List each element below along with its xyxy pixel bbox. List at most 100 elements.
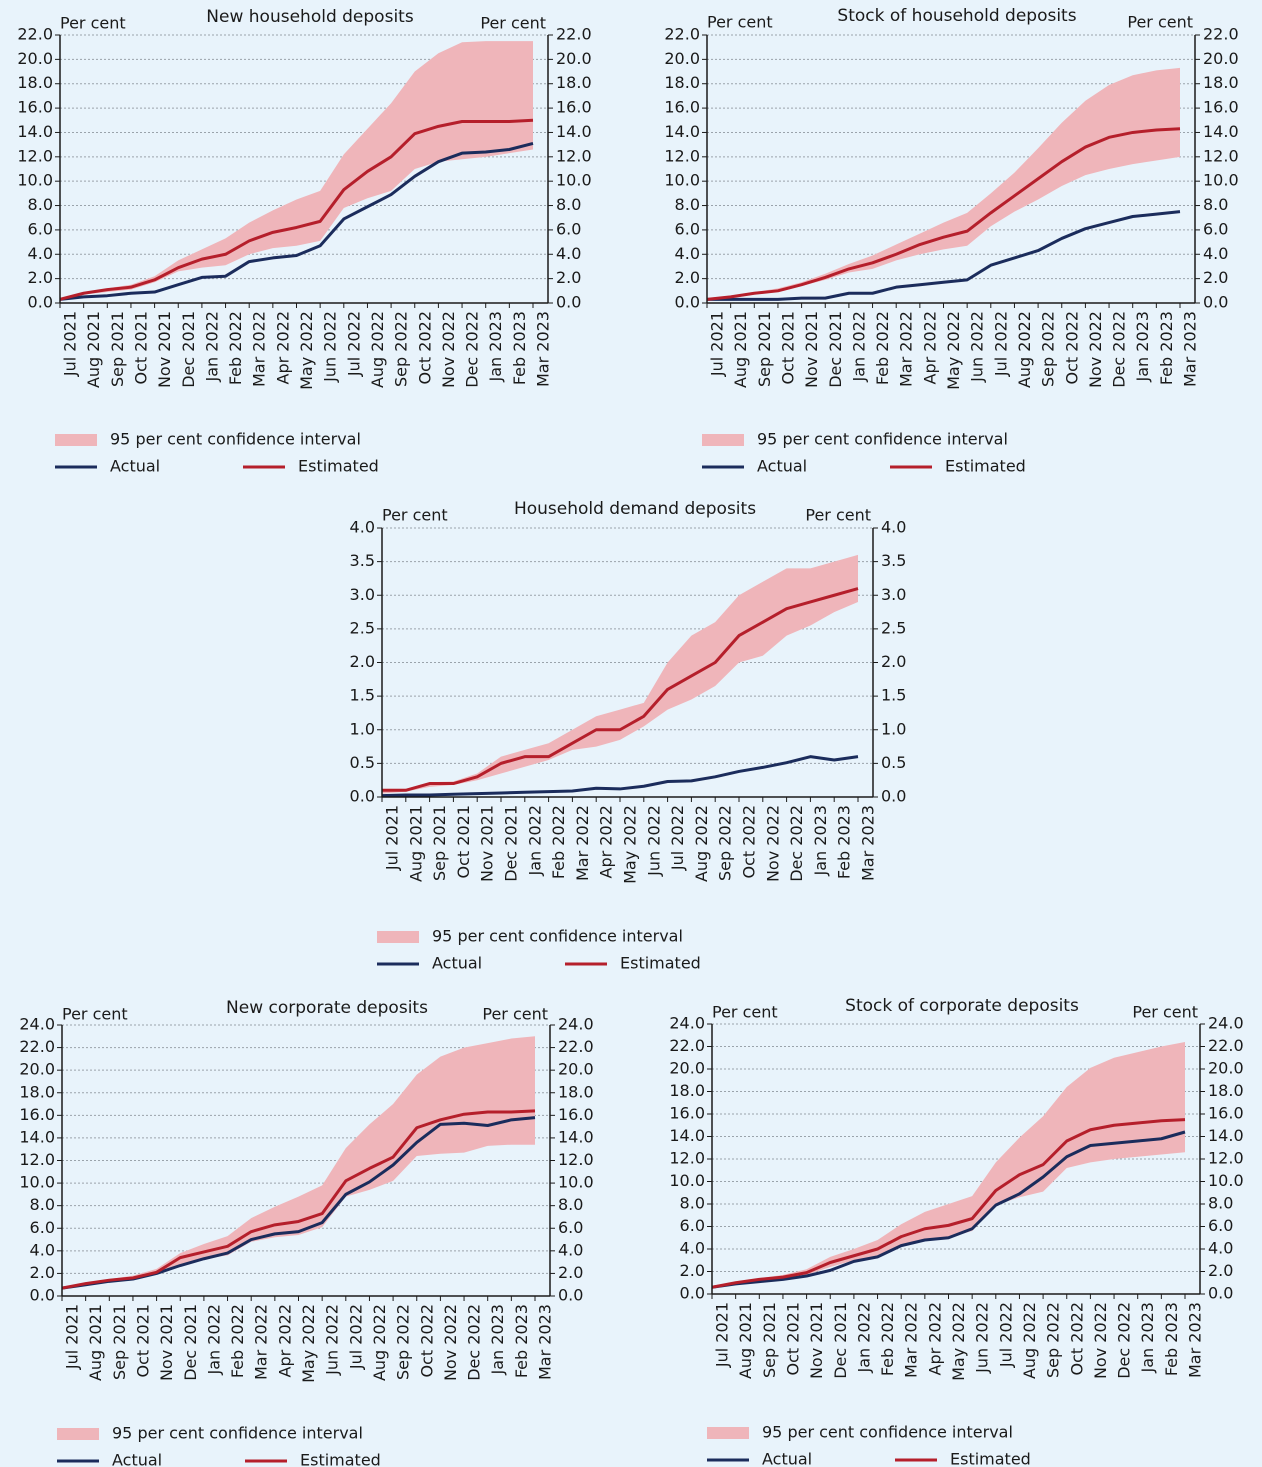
- y2-tick-label: 2.0: [1208, 1261, 1233, 1280]
- x-tick-label: Mar 2023: [859, 805, 878, 881]
- x-tick-label: Feb 2023: [835, 805, 854, 879]
- x-tick-label: Sep 2022: [394, 1304, 413, 1380]
- x-tick-label: Feb 2023: [1162, 1302, 1181, 1376]
- y2-tick-label: 18.0: [1208, 1081, 1244, 1100]
- x-tick-label: Apr 2022: [925, 1302, 944, 1375]
- y-tick-label: 18.0: [17, 73, 53, 92]
- x-tick-label: Dec 2021: [826, 311, 845, 388]
- y-tick-label: 14.0: [664, 122, 700, 141]
- y-tick-label: 14.0: [669, 1126, 705, 1145]
- y2-tick-label: 18.0: [556, 73, 592, 92]
- y-tick-label: 2.5: [350, 618, 375, 637]
- y-tick-label: 22.0: [669, 1036, 705, 1055]
- y-tick-label: 10.0: [17, 171, 53, 190]
- x-tick-label: Jul 2022: [668, 805, 687, 871]
- y-tick-label: 4.0: [680, 1239, 705, 1258]
- y-tick-label: 8.0: [30, 1195, 55, 1214]
- y2-tick-label: 20.0: [1208, 1059, 1244, 1078]
- y2-tick-label: 12.0: [1203, 146, 1239, 165]
- chart-title: New household deposits: [206, 7, 414, 27]
- y2-tick-label: 12.0: [558, 1150, 594, 1169]
- y2-tick-label: 6.0: [558, 1218, 583, 1237]
- confidence-band: [707, 67, 1180, 301]
- y2-tick-label: 1.5: [881, 686, 906, 705]
- y-tick-label: 18.0: [664, 73, 700, 92]
- y2-tick-label: 14.0: [558, 1127, 594, 1146]
- y2-tick-label: 0.0: [881, 787, 906, 806]
- x-tick-label: Mar 2023: [536, 1304, 555, 1380]
- legend-swatch: [707, 1427, 749, 1439]
- y2-tick-label: 0.0: [1208, 1284, 1233, 1303]
- y2-tick-label: 2.0: [556, 268, 581, 287]
- chart-title: Stock of corporate deposits: [845, 996, 1079, 1016]
- x-tick-label: May 2022: [297, 311, 316, 390]
- y2-tick-label: 16.0: [1203, 98, 1239, 117]
- x-tick-label: Aug 2022: [1015, 311, 1034, 388]
- x-tick-label: Sep 2021: [760, 1302, 779, 1378]
- y2-tick-label: 16.0: [556, 98, 592, 117]
- y-tick-label: 8.0: [680, 1194, 705, 1213]
- x-tick-label: Jul 2021: [383, 805, 402, 871]
- legend-label: Estimated: [950, 1450, 1031, 1467]
- y2-tick-label: 10.0: [1208, 1171, 1244, 1190]
- y2-axis-label: Per cent: [1132, 1003, 1198, 1022]
- x-tick-label: Nov 2022: [763, 805, 782, 882]
- y-axis-label: Per cent: [60, 14, 126, 33]
- y-tick-label: 0.0: [350, 787, 375, 806]
- x-tick-label: Jan 2023: [811, 805, 830, 876]
- y2-tick-label: 22.0: [1208, 1036, 1244, 1055]
- y2-tick-label: 6.0: [556, 219, 581, 238]
- y-tick-label: 18.0: [669, 1081, 705, 1100]
- x-tick-label: Feb 2022: [549, 805, 568, 879]
- y2-tick-label: 0.0: [556, 293, 581, 312]
- y-tick-label: 16.0: [664, 98, 700, 117]
- x-tick-label: Jun 2022: [321, 311, 340, 383]
- x-tick-label: Mar 2022: [250, 311, 269, 387]
- x-tick-label: Apr 2022: [920, 311, 939, 384]
- legend-label: 95 per cent confidence interval: [757, 430, 1008, 449]
- x-tick-label: Oct 2022: [415, 311, 434, 384]
- x-tick-label: Feb 2023: [512, 1304, 531, 1378]
- x-tick-label: Sep 2021: [755, 311, 774, 387]
- chart: 0.0 0.0 2.0 2.0 4.0 4.0 6.0 6.0 8.0 8.0 10.0 10.0 12…: [664, 6, 1238, 476]
- x-tick-label: Sep 2021: [430, 805, 449, 881]
- x-tick-label: Nov 2022: [1086, 311, 1105, 388]
- y-tick-label: 14.0: [17, 122, 53, 141]
- x-tick-label: Nov 2022: [439, 311, 458, 388]
- x-tick-label: Nov 2021: [478, 805, 497, 882]
- x-tick-label: Aug 2022: [1020, 1302, 1039, 1379]
- y-tick-label: 20.0: [664, 49, 700, 68]
- y2-tick-label: 2.5: [881, 618, 906, 637]
- y-tick-label: 22.0: [19, 1037, 55, 1056]
- y2-tick-label: 8.0: [558, 1195, 583, 1214]
- x-tick-label: Jan 2022: [849, 311, 868, 382]
- x-tick-label: Aug 2021: [406, 805, 425, 882]
- x-tick-label: Jan 2022: [854, 1302, 873, 1373]
- x-tick-label: Nov 2021: [157, 1304, 176, 1381]
- y-tick-label: 2.0: [680, 1261, 705, 1280]
- x-tick-label: Oct 2021: [778, 311, 797, 384]
- y-tick-label: 2.0: [28, 268, 53, 287]
- y2-tick-label: 4.0: [881, 518, 906, 537]
- y2-tick-label: 22.0: [1203, 25, 1239, 44]
- y2-tick-label: 8.0: [1203, 195, 1228, 214]
- x-tick-label: Jan 2023: [486, 311, 505, 382]
- y2-tick-label: 16.0: [558, 1105, 594, 1124]
- series-line: [711, 1118, 1186, 1289]
- chart: 0.0 0.0 2.0 2.0 4.0 4.0 6.0 6.0 8.0 8.0 10.0 10.0 12…: [17, 7, 591, 476]
- x-tick-label: Nov 2021: [807, 1302, 826, 1379]
- y2-tick-label: 3.0: [881, 585, 906, 604]
- y-tick-label: 6.0: [28, 219, 53, 238]
- x-tick-label: Apr 2022: [597, 805, 616, 878]
- confidence-band: [60, 41, 533, 300]
- y-tick-label: 10.0: [664, 171, 700, 190]
- y2-tick-label: 24.0: [558, 1015, 594, 1034]
- legend-label: Estimated: [945, 457, 1026, 476]
- x-tick-label: Nov 2022: [1091, 1302, 1110, 1379]
- y2-tick-label: 24.0: [1208, 1014, 1244, 1033]
- y2-tick-label: 0.0: [558, 1286, 583, 1305]
- legend-label: Estimated: [298, 457, 379, 476]
- x-tick-label: Nov 2022: [441, 1304, 460, 1381]
- x-tick-label: Oct 2021: [133, 1304, 152, 1377]
